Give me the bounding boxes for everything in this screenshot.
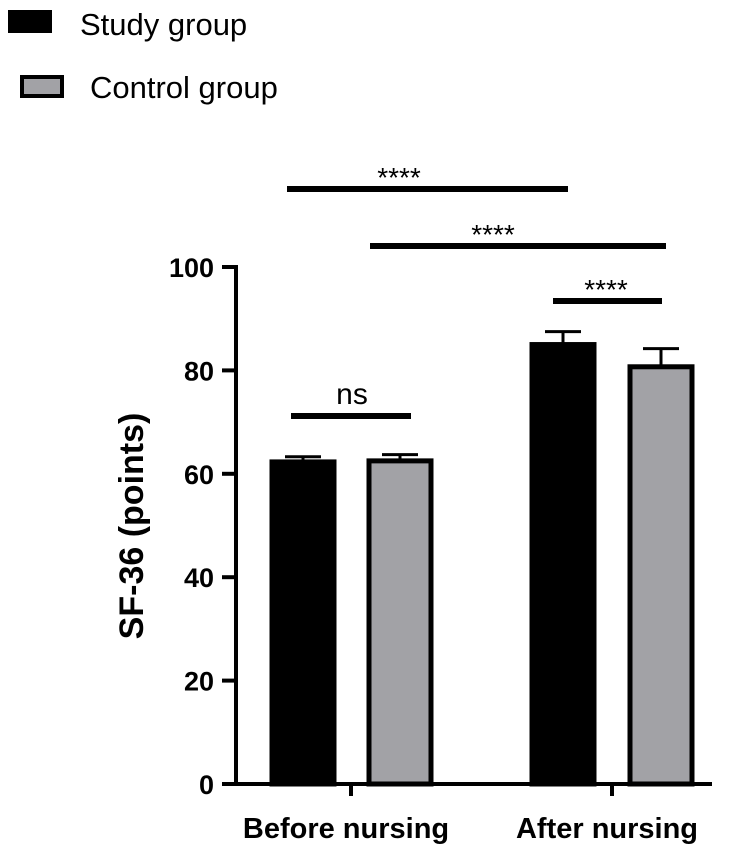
legend-label-control-group: Control group: [90, 70, 278, 105]
significance-label-3: ****: [471, 219, 515, 250]
y-tick-label-40: 40: [184, 563, 214, 593]
bars: [269, 330, 695, 787]
bar-control-group-before-nursing: [366, 458, 434, 787]
y-tick-label-100: 100: [169, 253, 214, 283]
legend: Study group Control group: [8, 7, 278, 105]
significance-label-0: ns: [336, 378, 368, 411]
legend-swatch-study-group: [8, 10, 52, 33]
axes: [234, 265, 712, 796]
significance-label-2: ****: [377, 162, 421, 193]
bar-control-group-after-nursing: [627, 364, 695, 787]
bar-study-group-after-nursing: [529, 342, 597, 787]
significance-annotations: ns **** **** ****: [287, 162, 666, 419]
legend-swatch-control-group: [20, 75, 64, 98]
category-label-after-nursing: After nursing: [516, 813, 698, 845]
y-axis-label: SF-36 (points): [113, 413, 151, 640]
y-tick-label-20: 20: [184, 667, 214, 697]
y-tick-label-60: 60: [184, 460, 214, 490]
category-labels: Before nursing After nursing: [243, 813, 698, 845]
y-tick-label-80: 80: [184, 356, 214, 386]
y-tick-label-0: 0: [199, 770, 214, 800]
significance-label-1: ****: [584, 274, 628, 305]
category-label-before-nursing: Before nursing: [243, 813, 449, 845]
legend-label-study-group: Study group: [80, 7, 247, 42]
y-axis-ticks: 0 20 40 60 80 100: [169, 253, 236, 800]
bar-study-group-before-nursing: [269, 459, 337, 787]
